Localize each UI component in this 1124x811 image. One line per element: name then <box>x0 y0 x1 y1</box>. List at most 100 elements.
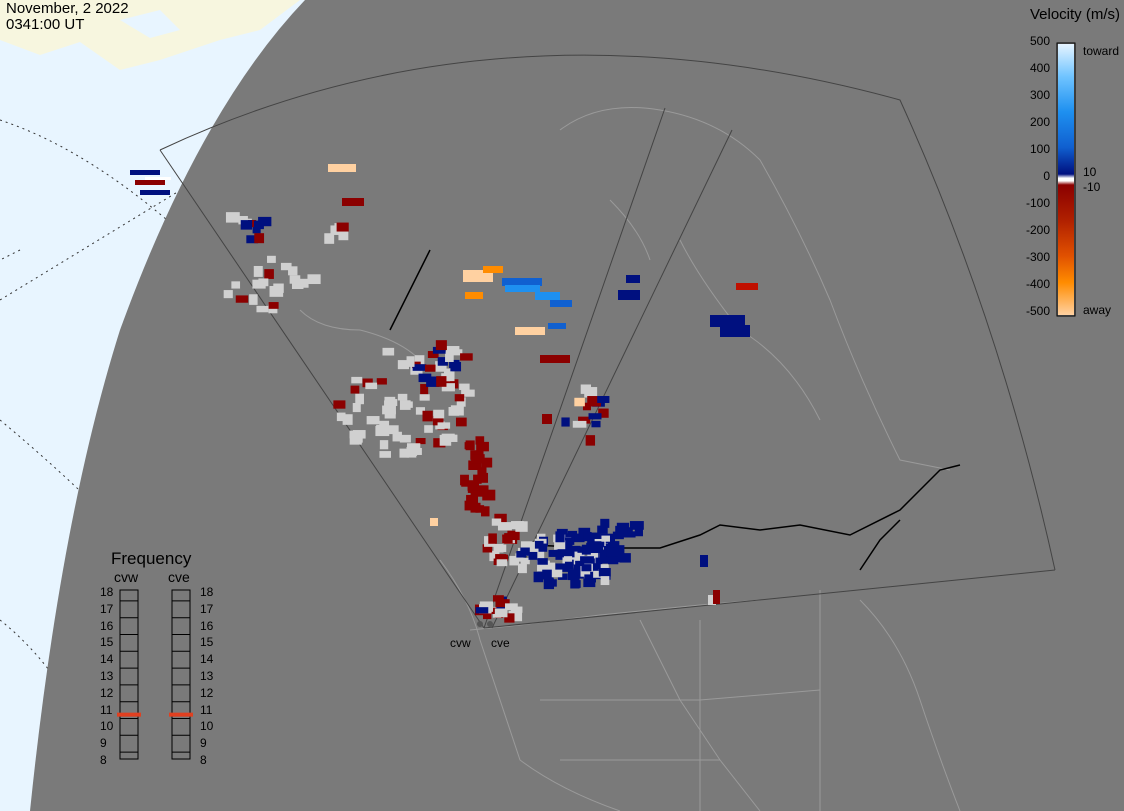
velocity-cell <box>140 190 170 195</box>
velocity-colorbar <box>1058 44 1074 315</box>
velocity-cell <box>324 233 335 244</box>
velocity-cell <box>608 555 619 565</box>
velocity-cell <box>433 409 445 419</box>
velocity-cell <box>466 494 479 506</box>
velocity-cell <box>459 383 470 391</box>
velocity-cell <box>571 580 581 588</box>
velocity-cell <box>414 355 425 365</box>
velocity-cell <box>493 543 504 553</box>
velocity-cell <box>415 407 425 415</box>
velocity-cell <box>399 434 411 443</box>
velocity-tick-label: -100 <box>1025 196 1050 210</box>
velocity-cell <box>515 521 528 532</box>
velocity-cell <box>382 347 395 356</box>
velocity-cell <box>289 275 301 284</box>
velocity-cell <box>710 315 745 327</box>
velocity-cell <box>587 396 601 407</box>
velocity-cell <box>597 525 608 534</box>
velocity-cell <box>713 590 720 604</box>
velocity-cell <box>530 549 545 560</box>
velocity-cell <box>288 266 298 276</box>
frequency-scale-number: 11 <box>200 702 213 717</box>
frequency-scale-number: 12 <box>200 685 214 700</box>
velocity-cell <box>350 385 360 394</box>
velocity-cell <box>571 551 585 560</box>
frequency-scale-number: 8 <box>200 753 207 767</box>
frequency-scale-number: 13 <box>200 669 214 683</box>
velocity-cell <box>409 447 422 455</box>
velocity-cell <box>465 292 483 299</box>
velocity-cell <box>426 376 440 387</box>
velocity-cell <box>387 425 399 435</box>
velocity-cell <box>392 431 402 442</box>
velocity-cell <box>481 457 493 468</box>
frequency-scale-number: 15 <box>200 635 214 650</box>
velocity-cell <box>720 325 750 337</box>
velocity-cell <box>267 255 276 263</box>
velocity-cell <box>366 416 380 425</box>
date-label: November, 2 2022 <box>6 0 129 17</box>
frequency-scale-number: 10 <box>100 719 114 734</box>
velocity-cell <box>583 531 592 542</box>
velocity-cell <box>595 557 609 564</box>
frequency-scale-number: 11 <box>100 702 113 717</box>
velocity-cell <box>333 400 346 409</box>
velocity-cell <box>584 574 593 584</box>
velocity-cell <box>580 384 592 394</box>
velocity-cell <box>384 411 396 419</box>
velocity-cell <box>382 405 396 415</box>
velocity-cell <box>379 440 389 450</box>
frequency-panel-title: Frequency <box>111 549 192 568</box>
velocity-cell <box>520 541 532 549</box>
velocity-cell <box>419 394 430 401</box>
velocity-cell <box>535 292 560 300</box>
velocity-cell <box>225 212 240 223</box>
velocity-cell <box>399 448 410 458</box>
frequency-scale-number: 14 <box>200 652 214 667</box>
velocity-cell <box>338 230 349 241</box>
velocity-cell <box>508 610 523 622</box>
velocity-cell <box>520 557 530 565</box>
velocity-cell <box>572 420 587 428</box>
velocity-cell <box>488 533 497 544</box>
velocity-cell <box>538 543 548 552</box>
frequency-scale-number: 17 <box>100 601 114 616</box>
velocity-cell <box>441 383 455 392</box>
velocity-cell <box>591 420 601 428</box>
velocity-cell <box>258 216 272 227</box>
velocity-cell <box>483 612 492 620</box>
frequency-marker <box>169 712 193 717</box>
velocity-cell <box>482 489 496 501</box>
velocity-cell <box>700 555 708 567</box>
velocity-cell <box>450 361 462 372</box>
frequency-bars <box>119 589 191 760</box>
frequency-scale-number: 9 <box>100 736 107 751</box>
velocity-cell <box>456 397 466 407</box>
velocity-cell <box>399 400 411 410</box>
velocity-cell <box>542 414 552 424</box>
velocity-cell <box>476 441 489 452</box>
velocity-cell <box>256 305 269 313</box>
radar-site-marker <box>487 621 493 627</box>
velocity-cell <box>574 533 584 541</box>
velocity-cell <box>342 414 353 425</box>
velocity-cell <box>353 432 363 443</box>
velocity-cell <box>537 558 548 565</box>
velocity-cell <box>567 530 578 538</box>
velocity-cell <box>492 595 504 602</box>
velocity-cell <box>430 518 438 526</box>
us-canada-border <box>389 249 961 571</box>
velocity-cell <box>634 526 643 537</box>
velocity-cell <box>450 349 463 356</box>
velocity-tick-label: 100 <box>1029 142 1050 156</box>
velocity-cell <box>351 376 363 384</box>
velocity-tick-label: 300 <box>1029 88 1050 102</box>
velocity-cell <box>460 474 469 486</box>
velocity-cell <box>465 440 475 451</box>
velocity-cell <box>600 518 610 528</box>
time-label: 0341:00 UT <box>6 16 85 33</box>
velocity-cell <box>249 294 258 305</box>
velocity-cell <box>461 480 474 487</box>
velocity-cell <box>578 528 588 539</box>
